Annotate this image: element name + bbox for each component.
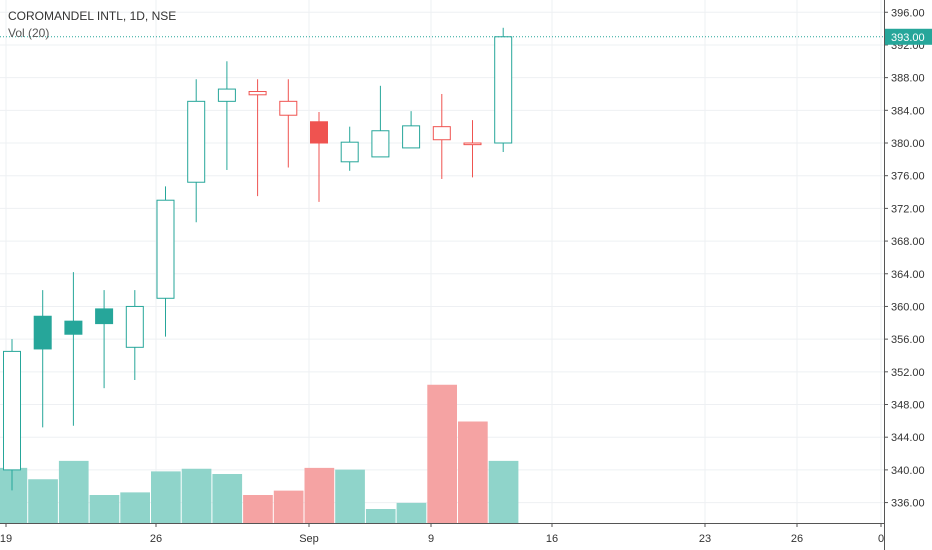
chart-legend: COROMANDEL INTL, 1D, NSE Vol (20) [8,8,176,42]
volume-bar [365,509,396,523]
volume-bar [273,490,304,523]
candle-body [125,305,144,348]
candle-body [371,130,390,158]
price-tick-label: 396.00 [891,7,925,19]
volume-indicator-label[interactable]: Vol (20) [8,26,50,40]
volume-bars [0,384,519,523]
candle-body [310,121,328,144]
price-tick-label: 376.00 [891,171,925,183]
candle-body [3,350,21,471]
candles [3,27,513,491]
candle-body [248,91,267,96]
volume-bar [120,492,150,523]
price-tick-label: 340.00 [891,465,925,477]
time-tick-label: 19 [0,533,12,545]
price-tick-label: 336.00 [891,498,925,510]
candle-body [95,308,114,325]
candle-body [494,36,513,144]
time-tick-label: 0 [878,533,884,545]
candle-body [279,100,298,116]
time-tick-label: 23 [699,533,711,545]
volume-bar [181,468,212,523]
price-tick-label: 368.00 [891,236,925,248]
candle-body [340,141,359,163]
volume-bar [28,479,58,523]
price-tick-label: 348.00 [891,400,925,412]
time-tick-label: 26 [791,533,803,545]
volume-bar [458,421,488,523]
volume-bar [0,467,28,523]
volume-bar [151,471,181,523]
price-tick-label: 360.00 [891,301,925,313]
volume-bar [335,469,365,523]
last-price-label: 393.00 [891,32,925,44]
price-tick-label: 356.00 [891,334,925,346]
candle-body [187,100,206,183]
volume-bar [58,460,89,523]
volume-bar [488,460,519,523]
time-tick-label: 9 [428,533,434,545]
candle-body [33,315,52,350]
candle-body [402,125,421,149]
candle-body [432,126,451,141]
candle-body [217,88,236,102]
price-tick-label: 380.00 [891,138,925,150]
price-tick-label: 372.00 [891,203,925,215]
volume-bar [427,384,457,523]
volume-bar [396,502,427,523]
candle-body [463,142,482,146]
time-tick-label: Sep [299,533,319,545]
time-tick-label: 26 [150,533,162,545]
last-price-tag [885,28,932,45]
price-tick-label: 384.00 [891,105,925,117]
volume-bar [89,495,120,523]
price-tick-label: 352.00 [891,367,925,379]
candle-body [64,320,83,335]
price-tick-label: 364.00 [891,269,925,281]
symbol-title[interactable]: COROMANDEL INTL, 1D, NSE [8,9,177,23]
price-tick-label: 344.00 [891,432,925,444]
candle-body [156,199,175,299]
volume-bar [304,467,335,523]
volume-bar [212,474,243,523]
price-tick-label: 388.00 [891,73,925,85]
time-tick-label: 16 [546,533,558,545]
volume-bar [243,495,273,523]
